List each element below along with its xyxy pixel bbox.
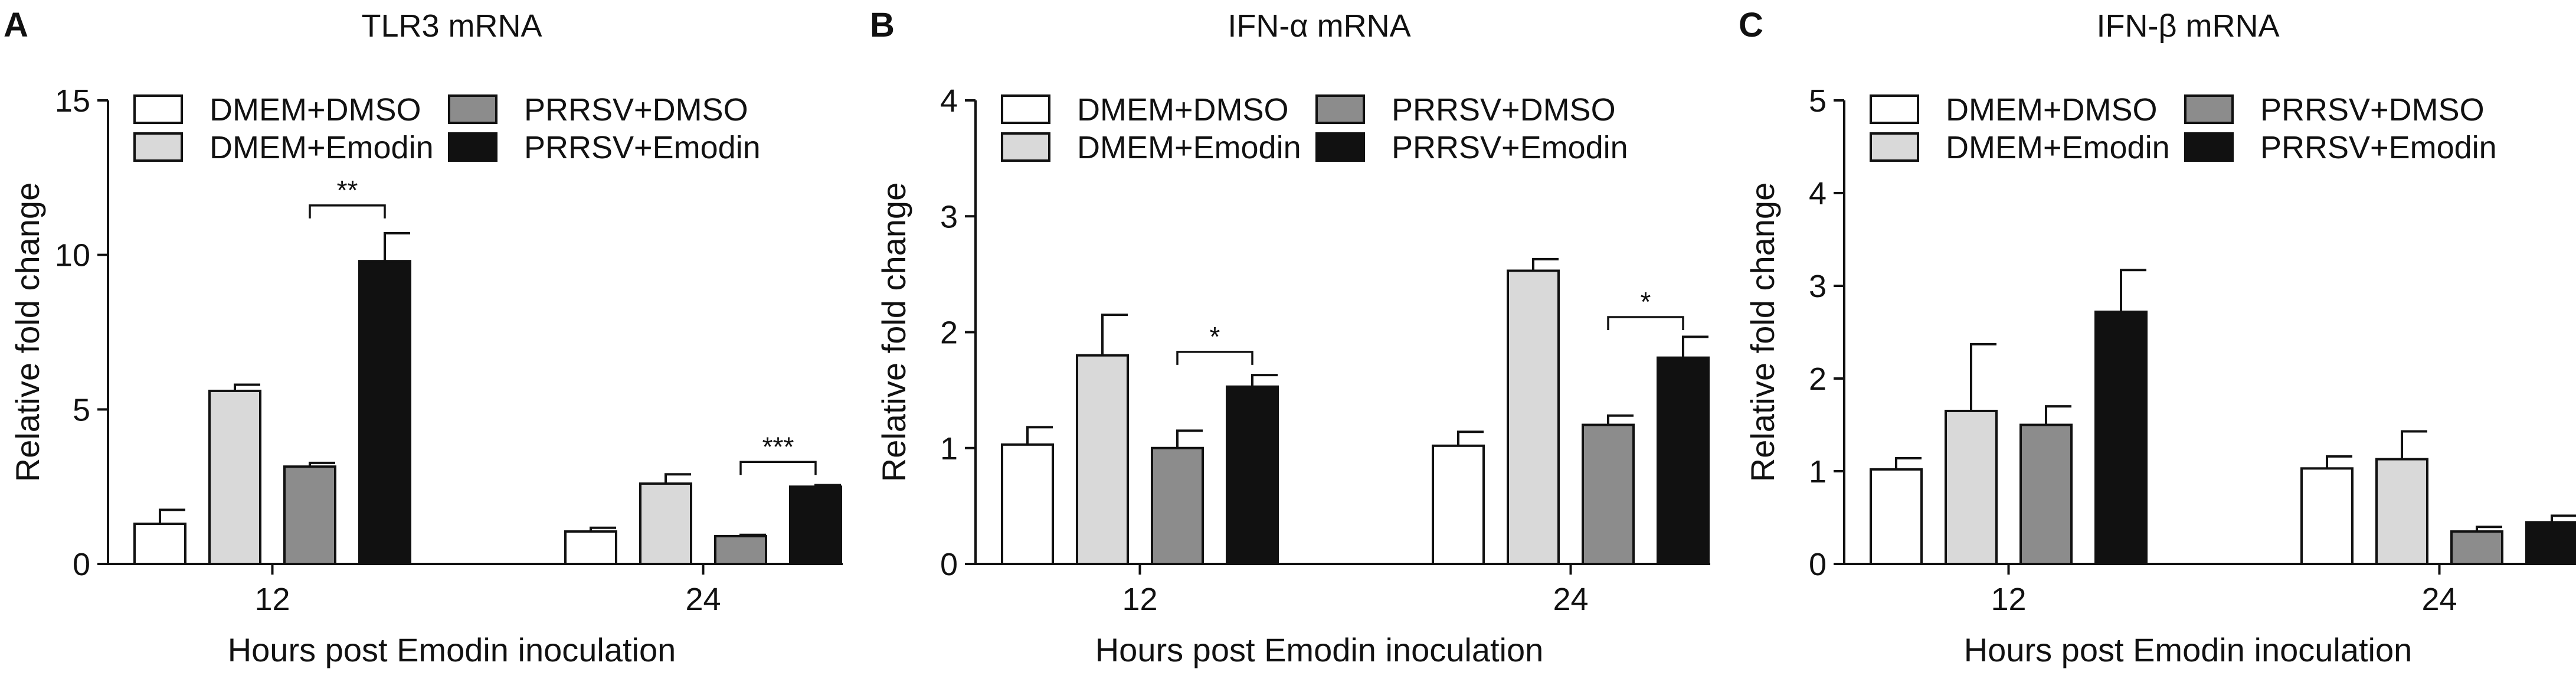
bar — [1432, 444, 1485, 566]
y-tick-label: 2 — [940, 315, 958, 351]
x-tick-label: 12 — [1122, 582, 1157, 617]
bar — [564, 530, 617, 565]
bar — [2375, 458, 2428, 566]
y-tick-label: 5 — [1809, 83, 1827, 119]
bar — [2019, 423, 2073, 565]
x-tick-label: 24 — [685, 582, 721, 617]
y-tick-label: 3 — [940, 199, 958, 234]
y-tick-label: 5 — [73, 392, 90, 428]
legend-swatch — [2184, 94, 2234, 124]
legend-label: PRRSV+DMSO — [524, 92, 748, 128]
bar — [1657, 356, 1710, 565]
legend-label: PRRSV+Emodin — [2260, 130, 2497, 165]
bar — [714, 534, 767, 566]
bar — [1945, 409, 1998, 565]
legend-swatch — [133, 94, 183, 124]
bar — [789, 485, 842, 566]
x-axis-label: Hours post Emodin inoculation — [1095, 631, 1544, 668]
y-axis-label: Relative fold change — [875, 182, 912, 482]
bar — [208, 389, 261, 566]
significance-label: * — [1210, 321, 1220, 352]
y-axis-label: Relative fold change — [9, 182, 46, 482]
bar — [133, 522, 186, 566]
x-tick-label: 12 — [254, 582, 290, 617]
significance-bracket — [739, 461, 817, 475]
y-tick-label: 2 — [1809, 361, 1827, 397]
legend-swatch — [1870, 94, 1919, 124]
legend-swatch — [1315, 132, 1365, 162]
bar — [283, 465, 336, 566]
x-axis-label: Hours post Emodin inoculation — [1964, 631, 2413, 668]
bar — [2094, 310, 2148, 566]
panel-letter: A — [4, 6, 28, 44]
legend-swatch — [133, 132, 183, 162]
bar — [1001, 443, 1054, 565]
y-tick-label: 0 — [940, 547, 958, 582]
significance-bracket — [1176, 351, 1253, 365]
legend-label: DMEM+Emodin — [210, 130, 434, 165]
legend-label: DMEM+Emodin — [1077, 130, 1301, 165]
legend-swatch — [1870, 132, 1919, 162]
legend-label: PRRSV+Emodin — [524, 130, 761, 165]
significance-label: * — [1641, 286, 1651, 317]
bar — [1076, 354, 1129, 565]
legend-label: PRRSV+DMSO — [2260, 92, 2485, 128]
y-tick-label: 4 — [940, 83, 958, 119]
panel-letter: B — [870, 6, 895, 44]
chart-panel-a: A TLR3 mRNA 0 5 10 15 12 24 Hours post Emodin in… — [4, 6, 843, 668]
significance-bracket — [309, 204, 386, 218]
y-tick-label: 0 — [1809, 547, 1827, 582]
x-axis-label: Hours post Emodin inoculation — [228, 631, 676, 668]
chart-title: IFN-α mRNA — [1228, 8, 1410, 44]
legend-label: PRRSV+Emodin — [1392, 130, 1628, 165]
legend-swatch — [2184, 132, 2234, 162]
bar — [1507, 269, 1560, 565]
y-tick-label: 4 — [1809, 176, 1827, 211]
y-axis-label: Relative fold change — [1744, 182, 1781, 482]
legend-label: PRRSV+DMSO — [1392, 92, 1616, 128]
x-tick-label: 12 — [1991, 582, 2026, 617]
y-tick-label: 3 — [1809, 269, 1827, 304]
bar — [639, 482, 692, 566]
bar — [2300, 467, 2354, 565]
legend-swatch — [1001, 132, 1050, 162]
bar — [1870, 468, 1923, 565]
bar — [1582, 423, 1635, 565]
chart-title: IFN-β mRNA — [2096, 8, 2279, 44]
legend-swatch — [448, 132, 497, 162]
bar — [1151, 446, 1204, 565]
legend-label: DMEM+DMSO — [210, 92, 421, 128]
significance-label: *** — [762, 431, 794, 462]
x-tick-label: 24 — [1553, 582, 1588, 617]
legend-swatch — [1001, 94, 1050, 124]
bar — [358, 260, 411, 565]
y-tick-label: 0 — [73, 547, 90, 582]
legend-label: DMEM+DMSO — [1077, 92, 1289, 128]
legend-label: DMEM+Emodin — [1946, 130, 2170, 165]
legend-swatch — [1315, 94, 1365, 124]
bar — [2450, 530, 2503, 565]
legend-label: DMEM+DMSO — [1946, 92, 2158, 128]
bar — [1226, 385, 1279, 565]
y-tick-label: 10 — [55, 238, 90, 273]
panel-letter: C — [1739, 6, 1763, 44]
chart-title: TLR3 mRNA — [361, 8, 542, 44]
bar — [2525, 521, 2576, 565]
x-tick-label: 24 — [2421, 582, 2457, 617]
y-tick-label: 1 — [1809, 454, 1827, 490]
y-tick-label: 1 — [940, 431, 958, 467]
legend-swatch — [448, 94, 497, 124]
significance-bracket — [1607, 316, 1684, 330]
y-tick-label: 15 — [55, 83, 90, 119]
significance-label: ** — [337, 175, 358, 206]
